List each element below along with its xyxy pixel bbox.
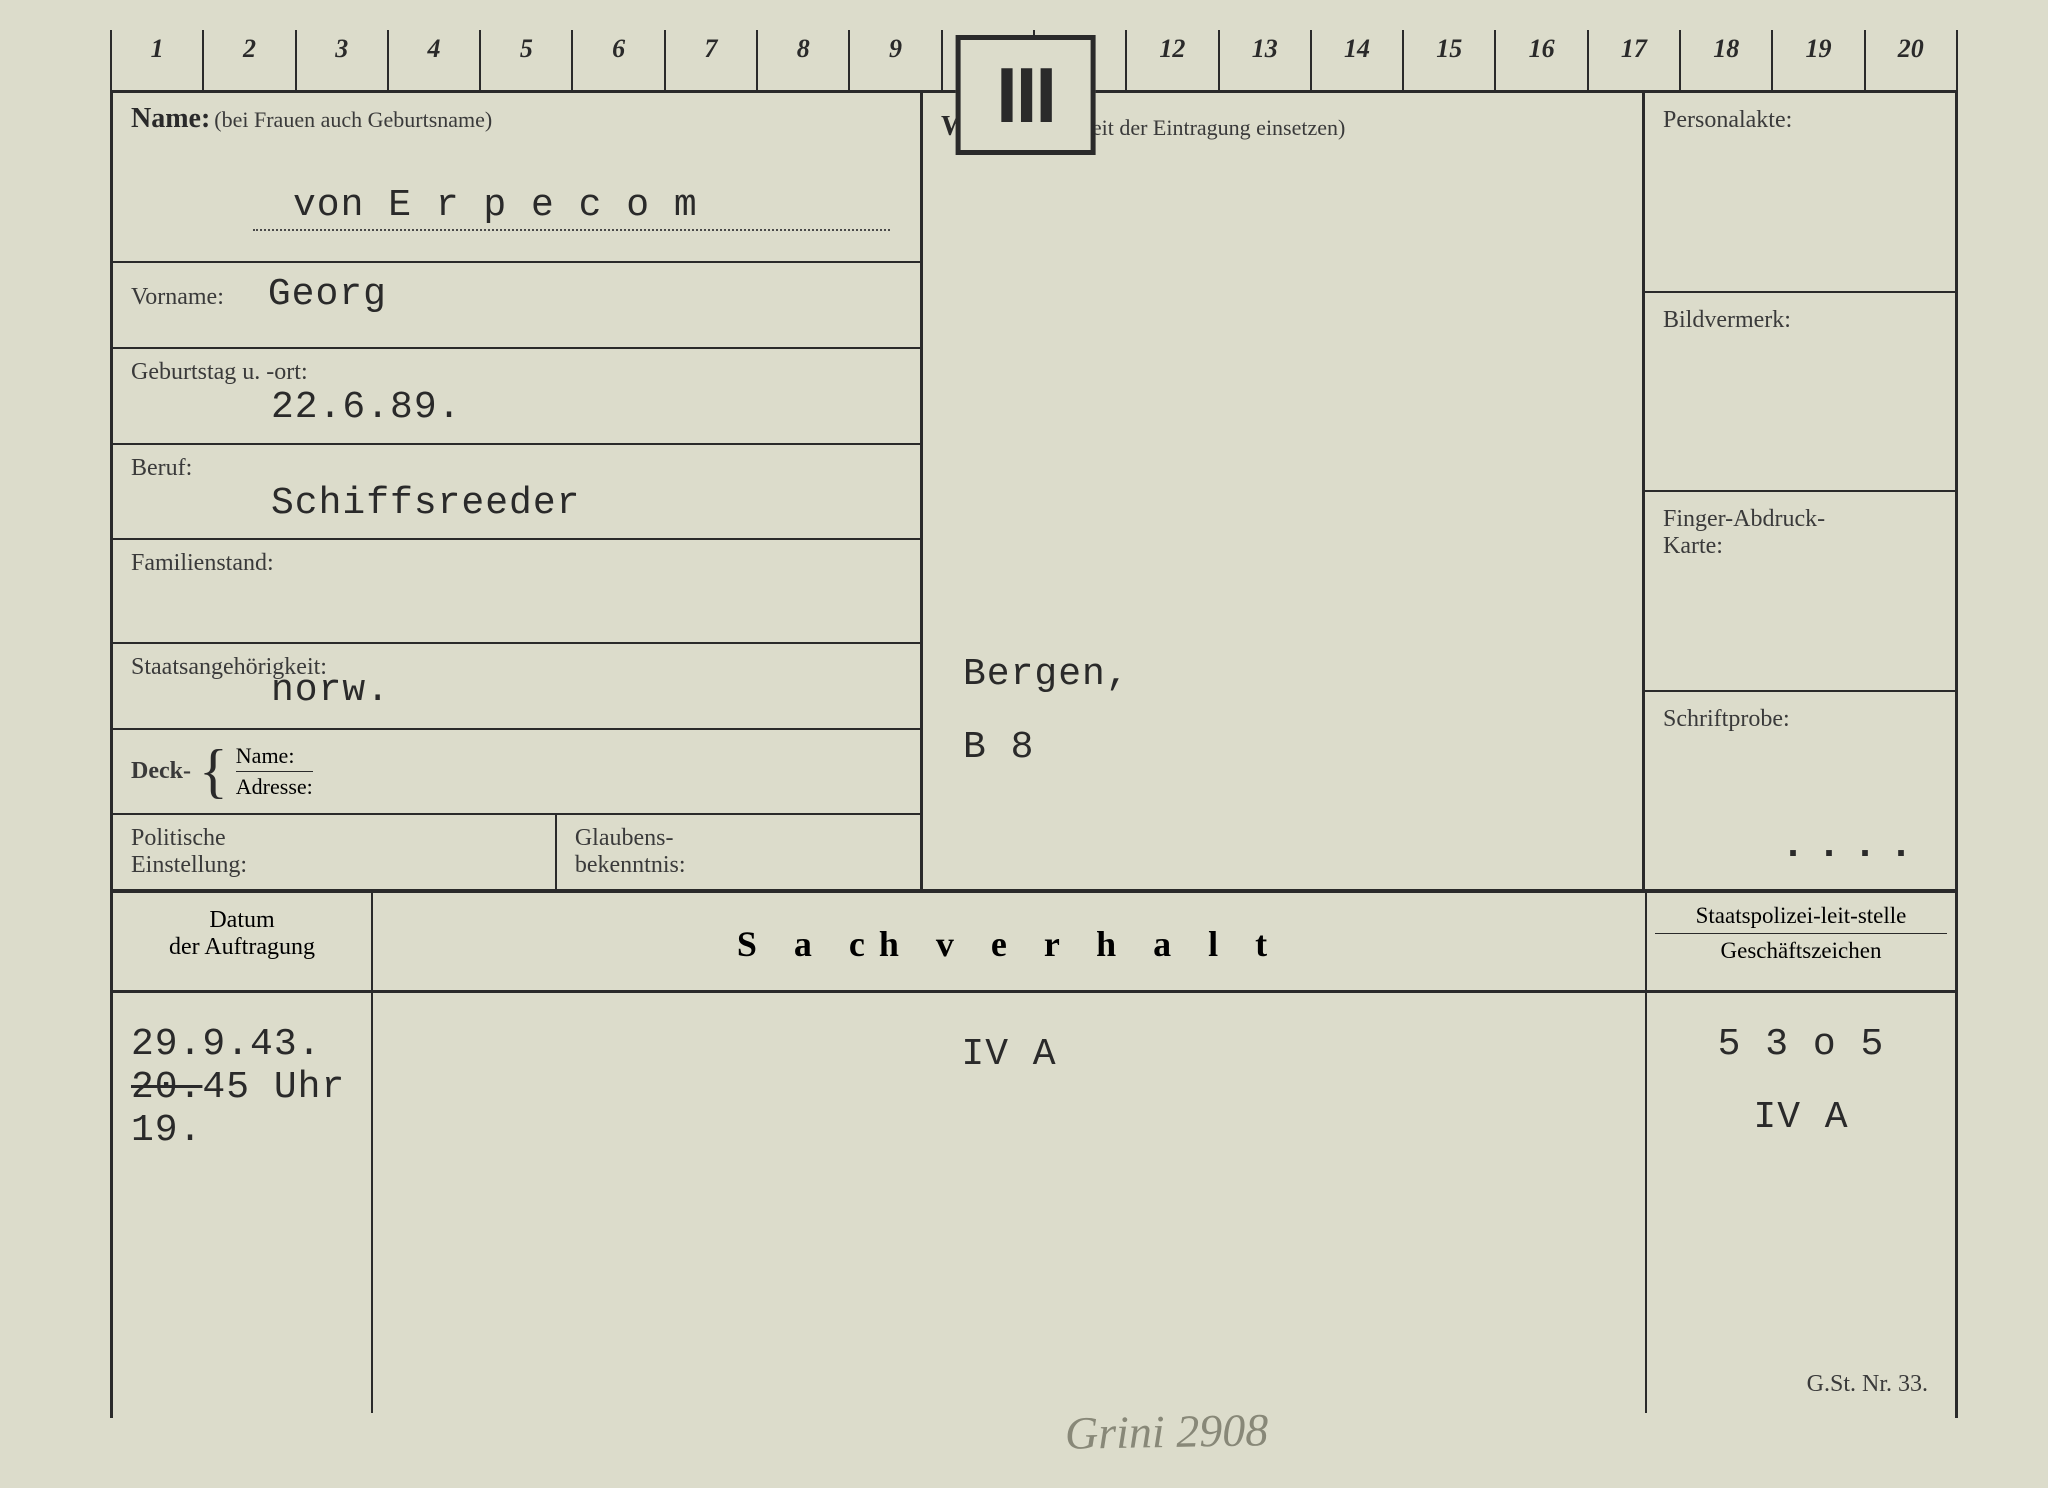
ruler-tick: 9 — [850, 30, 942, 90]
ruler-tick: 6 — [573, 30, 665, 90]
glaub-label-2: bekenntnis: — [575, 852, 902, 879]
date-2: 20.45 Uhr — [131, 1066, 353, 1109]
wohnung-sublabel: (Zeit der Eintragung einsetzen) — [1071, 115, 1345, 140]
handwritten-note: Grini 2908 — [1065, 1403, 1269, 1460]
schrift-dots: .... — [1781, 824, 1925, 869]
name-label: Name: — [131, 103, 210, 134]
deck-label: Deck- — [131, 758, 191, 785]
staat-value: norw. — [271, 669, 902, 712]
form-frame: III Name: (bei Frauen auch Geburtsname) … — [110, 90, 1958, 1418]
ruler-tick: 19 — [1773, 30, 1865, 90]
bild-cell: Bildvermerk: — [1645, 293, 1955, 493]
ruler-tick: 1 — [110, 30, 204, 90]
beruf-row: Beruf: Schiffsreeder — [113, 445, 920, 540]
ruler-tick: 13 — [1220, 30, 1312, 90]
deck-name-label: Name: — [236, 743, 313, 772]
geburt-value: 22.6.89. — [271, 386, 902, 429]
geschaeft-column: 5 3 o 5 IV A — [1645, 993, 1955, 1413]
staat-row: Staatsangehörigkeit: norw. — [113, 644, 920, 730]
ruler-tick: 8 — [758, 30, 850, 90]
ruler-tick: 15 — [1404, 30, 1496, 90]
ruler-tick: 5 — [481, 30, 573, 90]
wohnung-line1: Bergen, — [963, 653, 1130, 696]
geburt-label: Geburtstag u. -ort: — [131, 359, 902, 386]
finger-cell: Finger-Abdruck- Karte: — [1645, 492, 1955, 692]
familien-row: Familienstand: — [113, 540, 920, 645]
beruf-label: Beruf: — [131, 455, 902, 482]
date-1: 29.9.43. — [131, 1023, 353, 1066]
staatspolizei-header: Staatspolizei-leit-stelle Geschäftszeich… — [1645, 893, 1955, 990]
deck-adresse-label: Adresse: — [236, 774, 313, 800]
right-column: Personalakte: Bildvermerk: Finger-Abdruc… — [1645, 93, 1955, 889]
familien-label: Familienstand: — [131, 550, 274, 576]
ruler-tick: 14 — [1312, 30, 1404, 90]
bottom-content: 29.9.43. 20.45 Uhr 19. IV A 5 3 o 5 IV A — [113, 993, 1955, 1413]
vorname-label: Vorname: — [131, 284, 224, 310]
pol-label-1: Politische — [131, 825, 537, 852]
gesch-value-2: IV A — [1665, 1096, 1937, 1139]
ruler-tick: 7 — [666, 30, 758, 90]
ruler-tick: 17 — [1589, 30, 1681, 90]
sachverhalt-column: IV A — [373, 993, 1645, 1413]
middle-column: Wohnung: (Zeit der Eintragung einsetzen)… — [923, 93, 1645, 889]
ruler-tick: 12 — [1127, 30, 1219, 90]
ruler-tick: 20 — [1866, 30, 1958, 90]
schrift-cell: Schriftprobe: .... — [1645, 692, 1955, 890]
name-row: Name: (bei Frauen auch Geburtsname) von … — [113, 93, 920, 263]
ruler-tick: 16 — [1496, 30, 1588, 90]
pol-row: Politische Einstellung: Glaubens- bekenn… — [113, 815, 920, 889]
pol-label-2: Einstellung: — [131, 852, 537, 879]
top-section: Name: (bei Frauen auch Geburtsname) von … — [113, 93, 1955, 893]
ruler-tick: 2 — [204, 30, 296, 90]
datum-header: Datum der Auftragung — [113, 893, 373, 990]
datum-column: 29.9.43. 20.45 Uhr 19. — [113, 993, 373, 1413]
ruler-tick: 18 — [1681, 30, 1773, 90]
form-number: G.St. Nr. 33. — [1807, 1371, 1928, 1398]
sach-value: IV A — [403, 1033, 1615, 1076]
bottom-header: Datum der Auftragung S a ch v e r h a l … — [113, 893, 1955, 993]
category-stamp: III — [956, 35, 1096, 155]
glaub-label-1: Glaubens- — [575, 825, 902, 852]
personal-cell: Personalakte: — [1645, 93, 1955, 293]
left-column: Name: (bei Frauen auch Geburtsname) von … — [113, 93, 923, 889]
geburt-row: Geburtstag u. -ort: 22.6.89. — [113, 349, 920, 444]
name-sublabel: (bei Frauen auch Geburtsname) — [214, 107, 492, 132]
deck-row: Deck- { Name: Adresse: — [113, 730, 920, 815]
vorname-value: Georg — [268, 273, 387, 316]
gesch-value-1: 5 3 o 5 — [1665, 1023, 1937, 1066]
ruler-tick: 4 — [389, 30, 481, 90]
vorname-row: Vorname: Georg — [113, 263, 920, 349]
name-value: von E r p e c o m — [293, 184, 698, 227]
index-card: 1 2 3 4 5 6 7 8 9 10 11 12 13 14 15 16 1… — [0, 0, 2048, 1488]
date-3: 19. — [131, 1109, 353, 1152]
ruler-tick: 3 — [297, 30, 389, 90]
wohnung-line2: B 8 — [963, 726, 1130, 769]
beruf-value: Schiffsreeder — [271, 482, 902, 525]
sachverhalt-header: S a ch v e r h a l t — [373, 893, 1645, 990]
